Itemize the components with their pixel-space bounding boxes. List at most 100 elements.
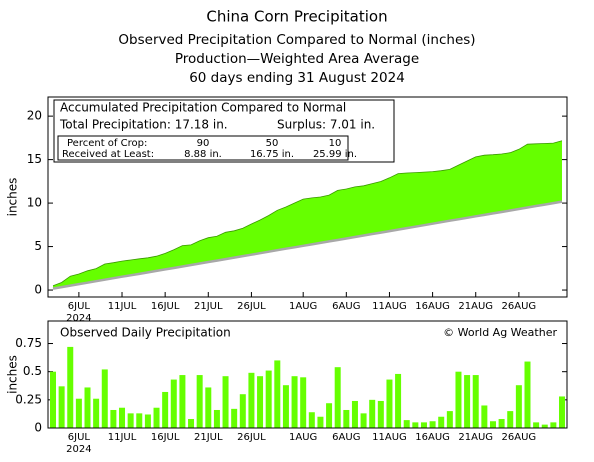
bar [515,385,522,428]
bar [84,387,91,428]
y-tick-label: 10 [27,196,42,210]
bar [386,379,393,428]
y-tick-label: 0 [34,421,42,435]
bar [507,411,514,428]
bar [291,376,298,428]
bar [265,370,272,428]
y-tick-label: 15 [27,152,42,166]
y-tick-label: 0.5 [23,364,42,378]
bar [524,361,531,428]
x-tick-label: 6JUL [68,432,91,443]
bar [308,412,315,428]
box-title: Accumulated Precipitation Compared to No… [60,101,346,115]
bar [67,346,74,428]
chart-subtitle: Production—Weighted Area Average [175,51,419,67]
x-tick-label: 11JUL [108,432,137,443]
x-tick-label: 1AUG [289,301,317,312]
bar [213,409,220,428]
percent-table-cell: Percent of Crop: [67,138,147,149]
bar [438,416,445,428]
bar [395,373,402,428]
bar [188,418,195,428]
x-tick-label: 21AUG [458,301,493,312]
bar [412,422,419,428]
percent-table-cell: 10 [329,138,342,149]
bar [162,391,169,428]
bar [343,409,350,428]
x-tick-label: 11JUL [108,301,137,312]
y-tick-label: 5 [34,239,42,253]
bar [257,376,264,428]
bar [170,379,177,428]
bar [58,386,65,428]
chart-subtitle: Observed Precipitation Compared to Norma… [118,32,475,48]
x-tick-label: 16AUG [415,301,450,312]
y-tick-label: 0.75 [15,336,42,350]
x-tick-label: 26JUL [237,301,266,312]
x-tick-label: 6AUG [332,301,360,312]
bar [127,413,134,428]
bar [50,371,56,428]
credit: © World Ag Weather [443,326,557,339]
percent-table-cell: 90 [197,138,210,149]
bar [179,375,186,428]
bar [464,375,471,428]
bar [75,398,82,428]
x-tick-label: 26AUG [502,301,537,312]
bar [300,377,307,428]
plot-frame [47,96,568,298]
y-tick-label: 20 [27,109,42,123]
x-tick-label: 26JUL [237,432,266,443]
bar [541,424,548,428]
bar [239,394,246,428]
x-year-label: 2024 [66,313,91,324]
y-axis-label: inches [6,355,20,394]
bar [119,407,126,428]
bar [351,400,358,428]
bar [455,371,462,428]
observed-line [52,140,563,287]
bar [403,420,410,428]
percent-table-box [57,135,349,161]
bar [136,413,143,428]
bar [326,403,333,428]
x-tick-label: 26AUG [502,432,537,443]
x-tick-label: 16AUG [415,432,450,443]
bar [222,376,229,428]
x-tick-label: 1AUG [289,432,317,443]
percent-table-cell: 25.99 in. [313,149,357,160]
x-tick-label: 21JUL [194,432,223,443]
bar [369,399,376,428]
info-box [53,99,395,163]
normal-line [52,200,563,290]
x-tick-label: 6JUL [68,301,91,312]
bar [248,372,255,428]
surplus-area [53,140,562,289]
bar [489,421,496,428]
panel-title: Observed Daily Precipitation [60,326,231,340]
x-tick-label: 16JUL [151,301,180,312]
x-tick-label: 21JUL [194,301,223,312]
chart-subtitle: 60 days ending 31 August 2024 [189,70,405,86]
bar [429,421,436,428]
bar [144,414,151,428]
bar [360,413,367,428]
bar [472,375,479,428]
bar [481,405,488,428]
bar [205,387,212,428]
x-year-label: 2024 [66,444,91,455]
bar [533,422,540,428]
bar [282,385,289,428]
plot-frame [47,320,568,429]
bar [274,360,281,428]
y-axis-label: inches [6,178,20,217]
x-tick-label: 11AUG [372,432,407,443]
bar [377,400,384,428]
bar [110,409,117,428]
y-tick-label: 0.25 [15,392,42,406]
bar [93,398,100,428]
bar [231,408,238,428]
annotation: Total Precipitation: 17.18 in. [59,118,228,132]
bar [317,416,324,428]
